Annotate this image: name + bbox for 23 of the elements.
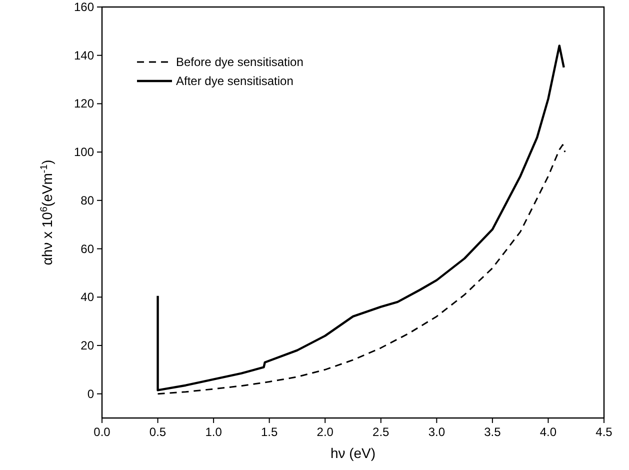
x-tick-label: 0.0 [94,425,111,439]
y-tick-label: 140 [74,48,94,62]
x-tick-label: 2.0 [316,425,334,439]
y-tick-label: 80 [80,193,94,208]
line-series [156,44,565,392]
x-tick-label: 3.0 [428,425,446,439]
y-tick-label: 160 [74,0,94,14]
legend-label: Before dye sensitisation [176,55,304,69]
x-tick-label: 1.0 [205,425,222,439]
legend-label: After dye sensitisation [176,74,294,88]
y-tick-label: 20 [80,338,94,352]
y-tick-label: 120 [74,96,94,111]
x-tick-label: 3.5 [484,425,502,439]
y-tick-label: 100 [74,145,94,160]
x-tick-label: 2.5 [372,425,390,439]
x-tick-label: 4.5 [596,425,613,439]
y-tick-label: 40 [80,290,94,304]
x-axis-title: hν (eV) [330,445,376,461]
y-tick-label: 60 [80,242,94,256]
y-tick-label: 0 [87,386,94,401]
x-tick-label: 1.5 [260,425,278,439]
x-tick-label: 0.5 [149,425,166,439]
x-tick-label: 4.0 [540,425,557,439]
